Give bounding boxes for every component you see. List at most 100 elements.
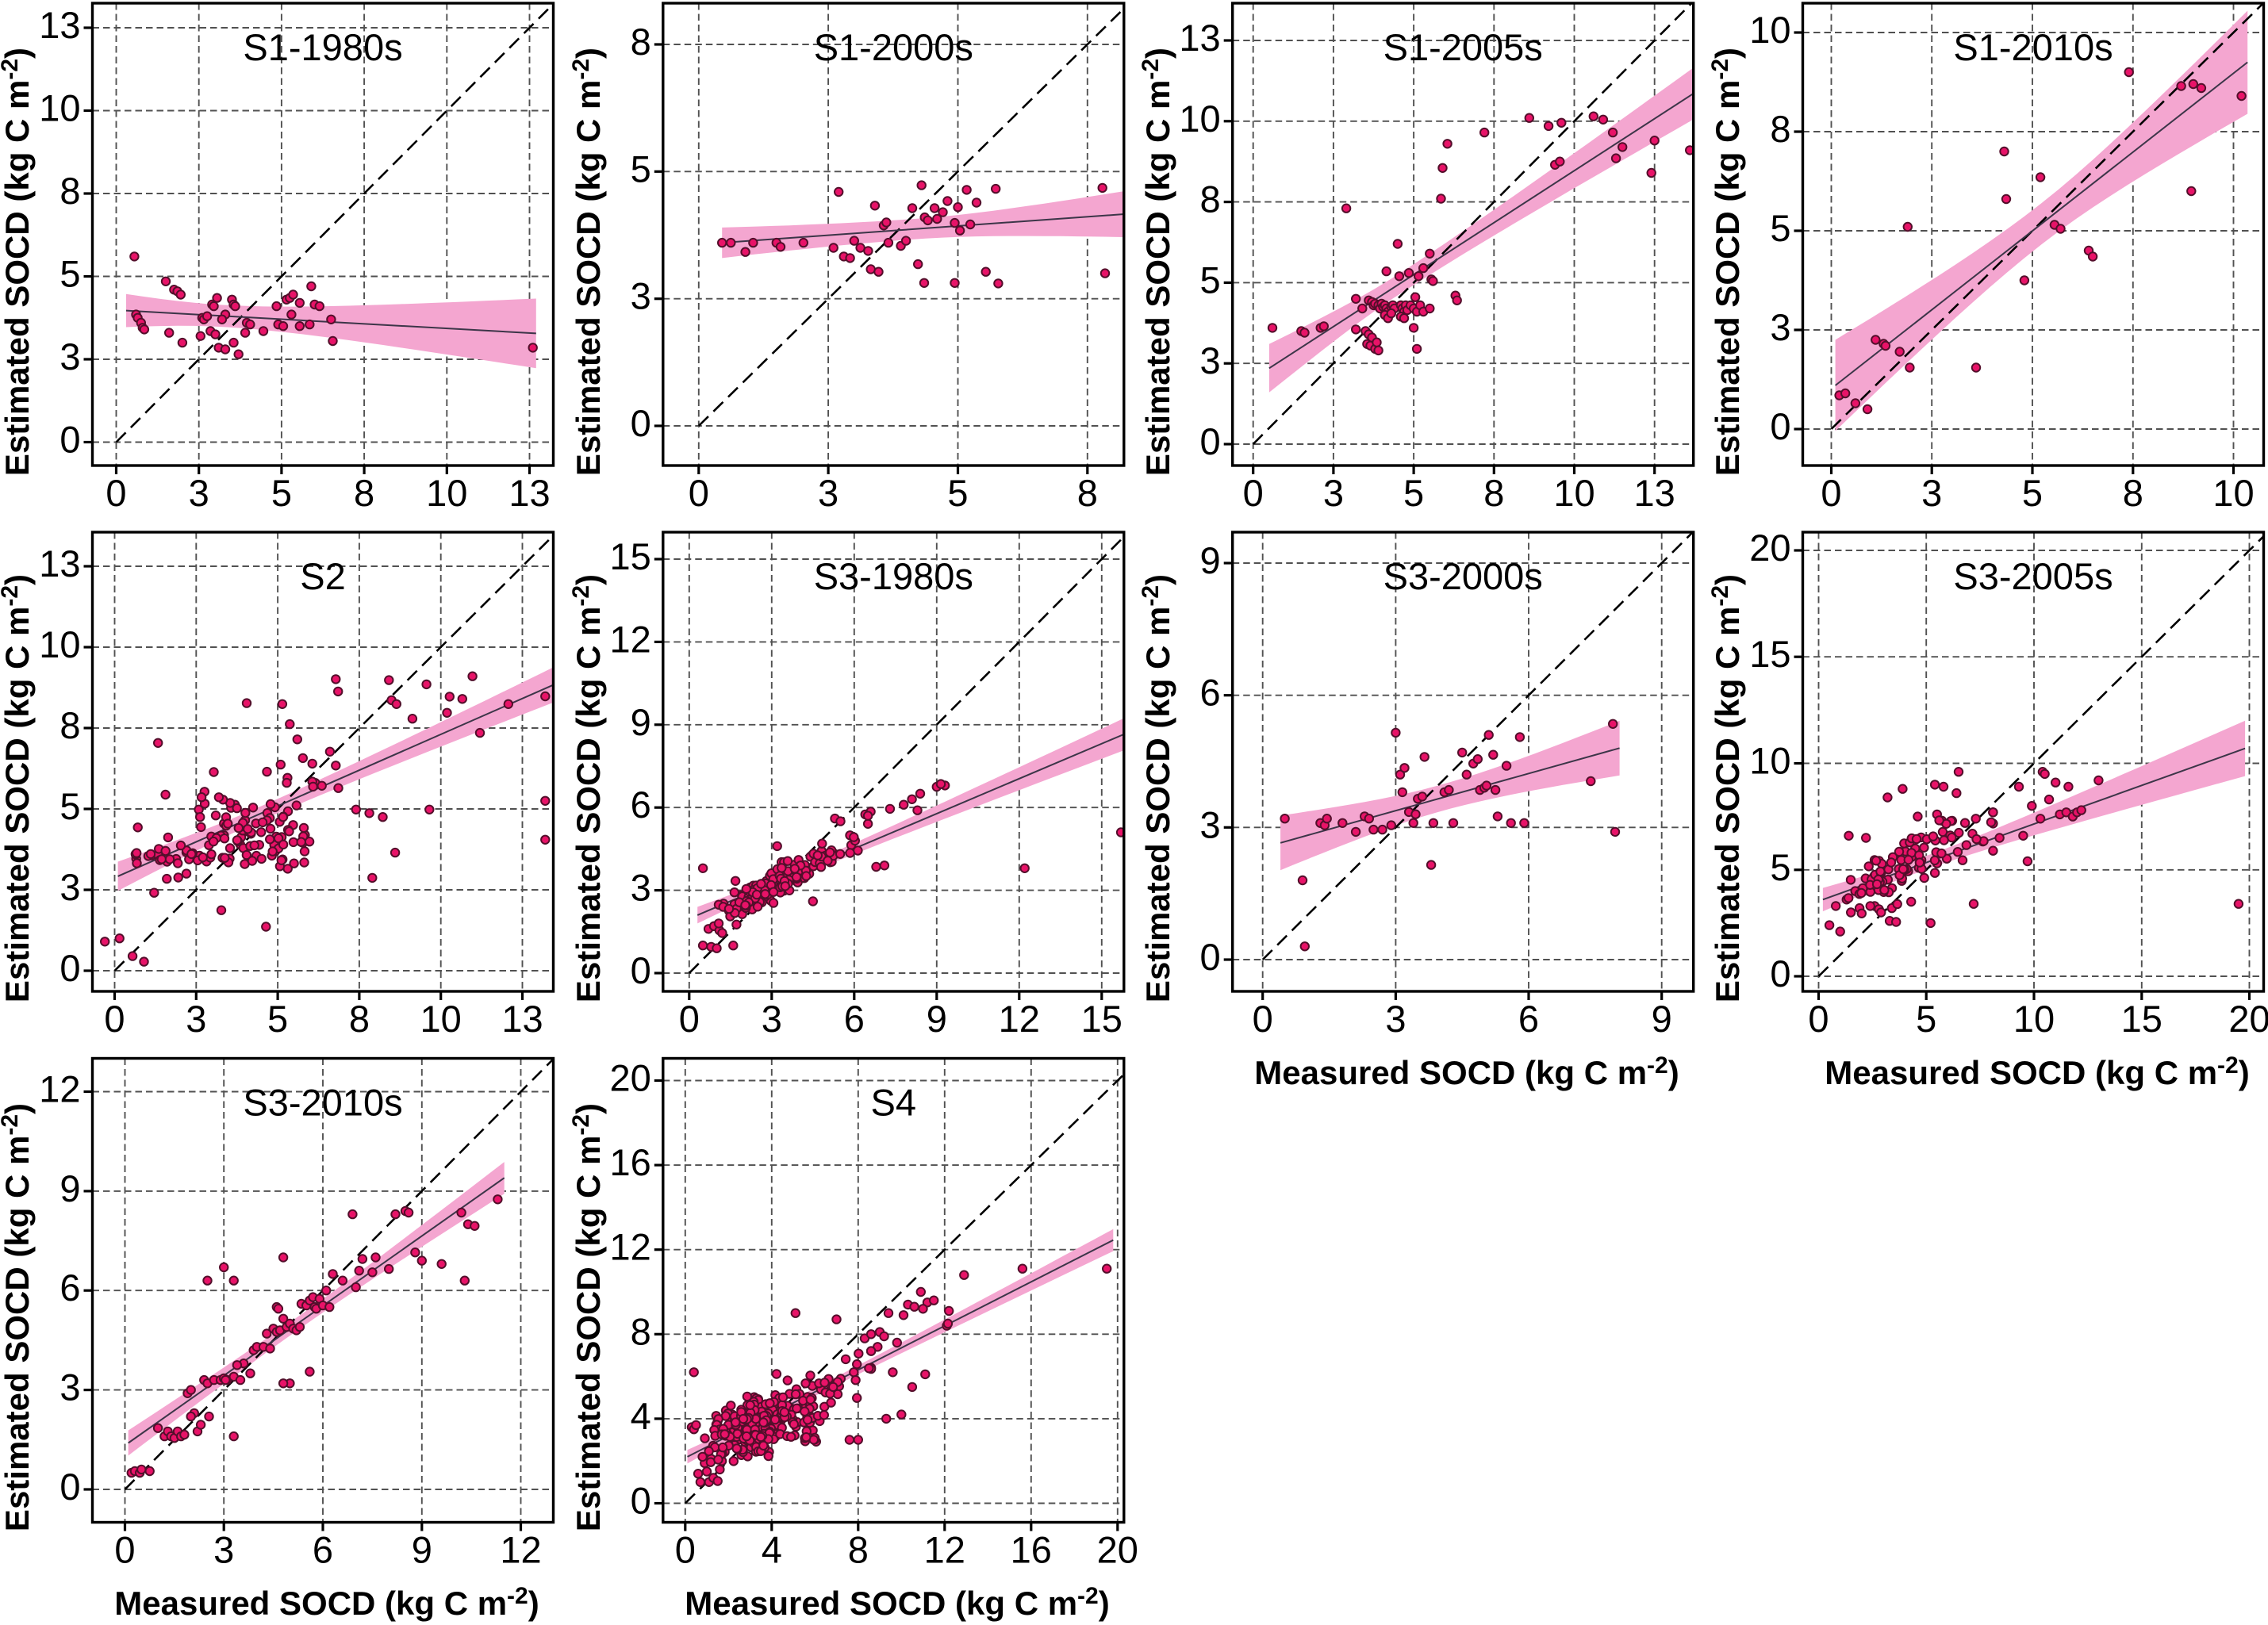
svg-text:0: 0 <box>1821 472 1841 514</box>
svg-text:9: 9 <box>1652 998 1672 1040</box>
svg-text:5: 5 <box>59 785 80 827</box>
svg-text:S2: S2 <box>300 555 346 597</box>
svg-text:10: 10 <box>39 87 80 129</box>
svg-text:6: 6 <box>1200 672 1221 714</box>
svg-text:3: 3 <box>59 335 80 378</box>
svg-text:Estimated SOCD (kg C m-2): Estimated SOCD (kg C m-2) <box>0 574 36 1002</box>
svg-text:12: 12 <box>924 1529 965 1571</box>
svg-text:13: 13 <box>39 4 80 46</box>
svg-text:13: 13 <box>1179 17 1220 59</box>
svg-text:9: 9 <box>927 998 947 1040</box>
svg-text:S4: S4 <box>871 1082 917 1124</box>
svg-text:3: 3 <box>1323 472 1344 514</box>
svg-text:10: 10 <box>1179 98 1220 140</box>
svg-text:13: 13 <box>501 998 543 1040</box>
svg-text:10: 10 <box>1749 9 1790 51</box>
svg-text:3: 3 <box>1921 472 1942 514</box>
svg-text:0: 0 <box>631 402 651 444</box>
svg-text:Estimated SOCD (kg C m-2): Estimated SOCD (kg C m-2) <box>1707 48 1746 476</box>
svg-text:8: 8 <box>848 1529 869 1571</box>
svg-text:0: 0 <box>1253 998 1273 1040</box>
svg-text:9: 9 <box>59 1167 80 1209</box>
svg-text:0: 0 <box>689 472 709 514</box>
svg-text:20: 20 <box>2228 998 2268 1040</box>
svg-text:6: 6 <box>631 784 651 826</box>
svg-text:10: 10 <box>2212 472 2254 514</box>
svg-text:12: 12 <box>500 1529 541 1571</box>
svg-text:8: 8 <box>1770 108 1790 150</box>
svg-text:5: 5 <box>271 472 292 514</box>
svg-text:16: 16 <box>1011 1529 1052 1571</box>
svg-text:8: 8 <box>354 472 374 514</box>
svg-text:Estimated SOCD (kg C m-2): Estimated SOCD (kg C m-2) <box>568 48 607 476</box>
svg-text:15: 15 <box>1749 633 1790 675</box>
svg-text:9: 9 <box>1200 539 1221 581</box>
svg-text:4: 4 <box>762 1529 782 1571</box>
svg-text:8: 8 <box>1200 178 1221 220</box>
svg-text:S3-2000s: S3-2000s <box>1383 555 1543 597</box>
svg-text:6: 6 <box>1518 998 1539 1040</box>
svg-text:10: 10 <box>420 998 462 1040</box>
svg-text:3: 3 <box>1200 803 1221 845</box>
svg-text:Estimated SOCD (kg C m-2): Estimated SOCD (kg C m-2) <box>0 48 36 476</box>
svg-text:Measured SOCD (kg C m-2): Measured SOCD (kg C m-2) <box>685 1583 1109 1622</box>
svg-text:5: 5 <box>1200 259 1221 301</box>
svg-text:6: 6 <box>844 998 865 1040</box>
svg-text:5: 5 <box>1770 207 1790 249</box>
svg-text:8: 8 <box>59 704 80 746</box>
svg-text:S1-2000s: S1-2000s <box>814 26 973 68</box>
svg-text:9: 9 <box>412 1529 432 1571</box>
svg-text:S3-1980s: S3-1980s <box>814 555 973 597</box>
svg-text:S3-2010s: S3-2010s <box>243 1082 402 1124</box>
svg-text:10: 10 <box>2013 998 2055 1040</box>
svg-text:0: 0 <box>675 1529 696 1571</box>
svg-text:3: 3 <box>213 1529 234 1571</box>
svg-text:S1-2010s: S1-2010s <box>1953 26 2113 68</box>
svg-text:Estimated SOCD (kg C m-2): Estimated SOCD (kg C m-2) <box>1707 574 1746 1002</box>
svg-text:3: 3 <box>1200 339 1221 381</box>
svg-text:5: 5 <box>1770 846 1790 888</box>
svg-text:0: 0 <box>59 1466 80 1508</box>
svg-text:0: 0 <box>59 419 80 461</box>
svg-text:Estimated SOCD (kg C m-2): Estimated SOCD (kg C m-2) <box>0 1103 36 1531</box>
svg-text:3: 3 <box>186 998 206 1040</box>
svg-text:12: 12 <box>999 998 1040 1040</box>
svg-text:5: 5 <box>1403 472 1424 514</box>
svg-text:10: 10 <box>1749 740 1790 782</box>
svg-text:Measured SOCD (kg C m-2): Measured SOCD (kg C m-2) <box>1254 1052 1679 1091</box>
svg-text:8: 8 <box>349 998 370 1040</box>
svg-text:3: 3 <box>59 866 80 908</box>
svg-text:3: 3 <box>631 275 651 317</box>
svg-text:3: 3 <box>1385 998 1406 1040</box>
svg-text:5: 5 <box>947 472 968 514</box>
svg-text:0: 0 <box>1243 472 1264 514</box>
svg-text:3: 3 <box>762 998 782 1040</box>
svg-text:3: 3 <box>818 472 839 514</box>
svg-text:Measured SOCD (kg C m-2): Measured SOCD (kg C m-2) <box>114 1583 539 1622</box>
svg-text:8: 8 <box>631 1310 651 1352</box>
svg-text:5: 5 <box>1916 998 1936 1040</box>
svg-text:8: 8 <box>1077 472 1098 514</box>
svg-text:12: 12 <box>39 1068 80 1110</box>
svg-text:3: 3 <box>631 867 651 909</box>
svg-text:16: 16 <box>610 1141 651 1183</box>
svg-text:15: 15 <box>2121 998 2162 1040</box>
svg-text:0: 0 <box>59 947 80 989</box>
svg-text:9: 9 <box>631 701 651 743</box>
svg-text:0: 0 <box>679 998 700 1040</box>
svg-text:3: 3 <box>1770 306 1790 348</box>
svg-text:4: 4 <box>631 1395 651 1437</box>
svg-text:0: 0 <box>1200 936 1221 978</box>
svg-text:10: 10 <box>426 472 467 514</box>
svg-text:0: 0 <box>104 998 125 1040</box>
svg-text:S3-2005s: S3-2005s <box>1953 555 2113 597</box>
svg-text:20: 20 <box>1097 1529 1138 1571</box>
svg-text:S1-2005s: S1-2005s <box>1383 26 1543 68</box>
svg-text:15: 15 <box>1081 998 1122 1040</box>
svg-text:5: 5 <box>2022 472 2043 514</box>
svg-text:10: 10 <box>1553 472 1595 514</box>
svg-text:13: 13 <box>39 542 80 584</box>
svg-text:20: 20 <box>1749 527 1790 569</box>
svg-text:12: 12 <box>610 618 651 660</box>
svg-text:20: 20 <box>610 1057 651 1099</box>
